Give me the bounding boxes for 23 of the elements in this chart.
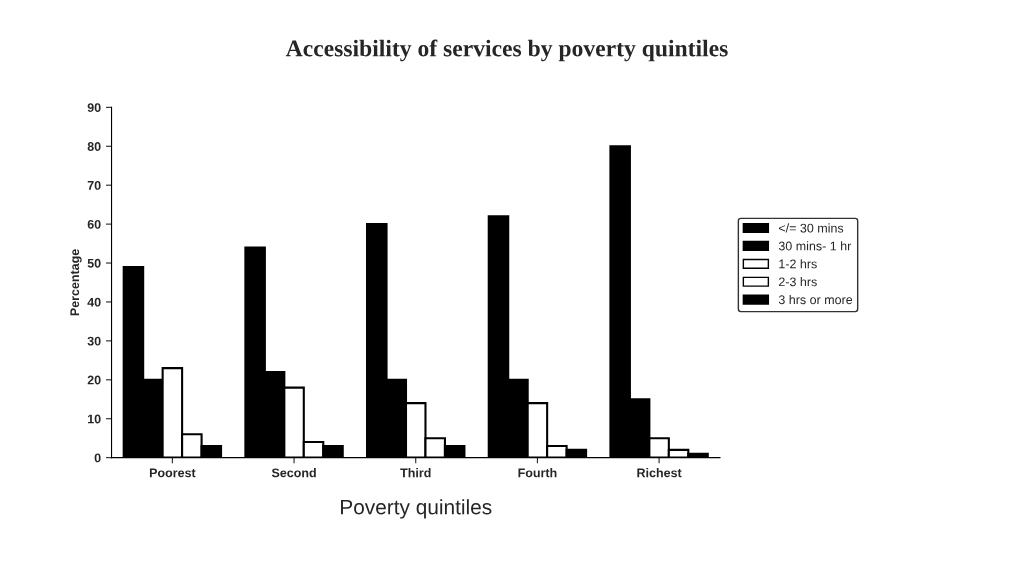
x-tick-label: Fourth xyxy=(518,468,557,478)
y-tick-label: 0 xyxy=(94,453,101,463)
y-tick-label: 40 xyxy=(87,297,101,307)
y-axis-title: Percentage xyxy=(70,249,82,316)
y-tick-label: 80 xyxy=(87,142,101,151)
y-tick-label: 90 xyxy=(87,103,101,112)
y-tick-label: 70 xyxy=(87,181,101,190)
y-tick-label: 50 xyxy=(87,258,101,268)
y-tick-label: 20 xyxy=(87,375,101,385)
x-axis-title: Poverty quintiles xyxy=(341,499,492,519)
legend-label: 30 mins- 1 hr xyxy=(778,241,852,251)
y-tick-label: 30 xyxy=(87,336,101,346)
x-tick-label: Poorest xyxy=(149,468,196,478)
x-tick-label: Third xyxy=(400,468,431,478)
x-tick-label: Second xyxy=(271,468,316,478)
legend-label: 3 hrs or more xyxy=(778,294,853,305)
chart-title: Accessibility of services by poverty quintiles xyxy=(285,39,728,62)
legend-label: </= 30 mins xyxy=(778,223,844,233)
y-tick-label: 10 xyxy=(88,414,101,424)
x-tick-label: Richest xyxy=(637,468,682,478)
y-tick-label: 60 xyxy=(87,219,101,229)
legend-label: 1-2 hrs xyxy=(779,259,817,269)
legend-label: 2-3 hrs xyxy=(778,277,817,287)
